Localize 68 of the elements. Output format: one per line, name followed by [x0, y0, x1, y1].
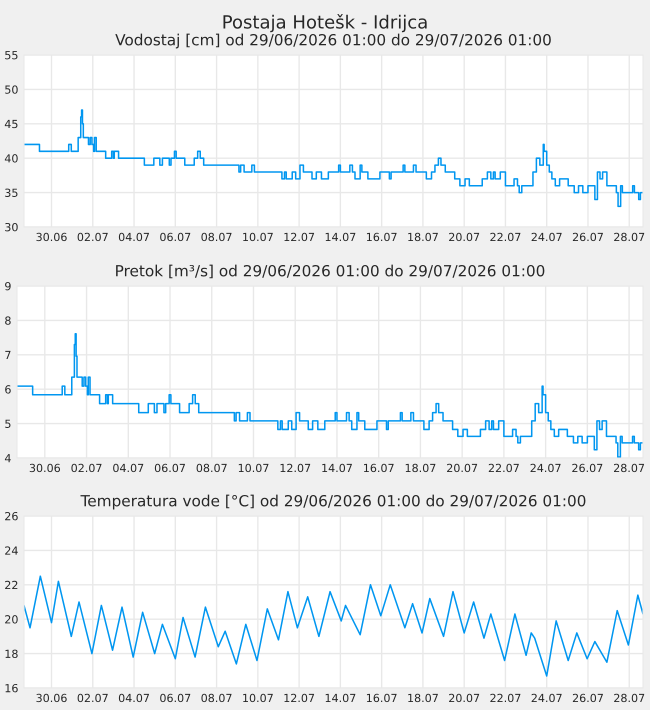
x-tick-label: 12.07: [284, 232, 314, 242]
x-tick-label: 28.07: [614, 232, 644, 242]
x-tick-label: 14.07: [326, 694, 356, 702]
x-tick-label: 20.07: [449, 232, 480, 242]
y-tick-label: 20: [5, 615, 18, 624]
x-tick-label: 20.07: [449, 694, 480, 702]
x-tick-label: 16.07: [366, 694, 397, 702]
x-tick-label: 30.06: [30, 464, 60, 472]
y-tick-label: 35: [5, 188, 18, 197]
x-tick-label: 18.07: [408, 694, 438, 702]
y-tick-label: 40: [4, 154, 18, 163]
x-tick-label: 16.07: [364, 464, 394, 472]
x-tick-label: 08.07: [201, 694, 232, 702]
x-tick-label: 02.07: [78, 694, 108, 702]
y-tick-label: 50: [5, 85, 18, 94]
x-tick-label: 30.06: [36, 694, 67, 702]
x-tick-label: 08.07: [196, 464, 227, 472]
chart-subtitle: Temperatura vode [°C] od 29/06/2026 01:00 do 29/07/2026 01:00: [80, 494, 586, 510]
y-tick-label: 4: [4, 454, 11, 462]
x-tick-label: 18.07: [406, 464, 436, 472]
x-tick-label: 02.07: [71, 464, 102, 472]
chart-title: Postaja Hotešk - Idrijca: [223, 14, 427, 32]
x-tick-label: 30.06: [36, 232, 67, 242]
x-tick-label: 06.07: [160, 694, 190, 702]
y-tick-label: 55: [5, 51, 18, 60]
x-tick-label: 10.07: [243, 694, 273, 702]
x-tick-label: 14.07: [326, 232, 356, 242]
x-tick-label: 24.07: [530, 464, 561, 472]
x-tick-label: 04.07: [118, 694, 149, 702]
x-tick-label: 14.07: [322, 464, 352, 472]
x-tick-label: 28.07: [614, 464, 644, 472]
x-tick-label: 22.07: [490, 694, 520, 702]
x-tick-label: 10.07: [238, 464, 268, 472]
x-tick-label: 24.07: [532, 232, 562, 242]
x-tick-label: 18.07: [408, 232, 438, 242]
x-tick-label: 04.07: [113, 464, 144, 472]
x-tick-label: 16.07: [366, 232, 397, 242]
chart-subtitle: Vodostaj [cm] od 29/06/2026 01:00 do 29/07/2026 01:00: [115, 34, 551, 48]
y-tick-label: 24: [5, 546, 18, 555]
y-tick-label: 22: [5, 580, 18, 590]
y-tick-label: 7: [5, 350, 10, 360]
x-tick-label: 12.07: [280, 464, 310, 472]
x-tick-label: 22.07: [488, 464, 519, 472]
x-tick-label: 26.07: [572, 232, 603, 242]
y-tick-label: 9: [5, 282, 11, 290]
x-tick-label: 12.07: [284, 694, 314, 702]
x-tick-label: 28.07: [614, 694, 644, 702]
y-tick-label: 6: [5, 385, 11, 394]
y-tick-label: 8: [5, 316, 11, 325]
line-series: [24, 575, 643, 677]
y-tick-label: 5: [5, 420, 10, 428]
x-tick-label: 04.07: [118, 232, 149, 242]
y-tick-label: 26: [5, 512, 18, 520]
x-tick-label: 22.07: [490, 232, 520, 242]
x-tick-label: 10.07: [243, 232, 273, 242]
y-tick-label: 45: [4, 120, 18, 128]
y-tick-label: 18: [6, 650, 18, 658]
x-tick-label: 06.07: [154, 464, 185, 472]
x-tick-label: 20.07: [447, 464, 478, 472]
x-tick-label: 24.07: [532, 694, 562, 702]
y-tick-label: 30: [5, 222, 18, 232]
x-tick-label: 06.07: [160, 232, 190, 242]
x-tick-label: 26.07: [572, 464, 602, 472]
x-tick-label: 26.07: [572, 694, 603, 702]
chart-subtitle: Pretok [m³/s] od 29/06/2026 01:00 do 29/07/2026 01:00: [116, 264, 544, 278]
x-tick-label: 08.07: [201, 232, 232, 242]
x-tick-label: 02.07: [78, 232, 108, 242]
y-tick-label: 16: [6, 684, 18, 692]
